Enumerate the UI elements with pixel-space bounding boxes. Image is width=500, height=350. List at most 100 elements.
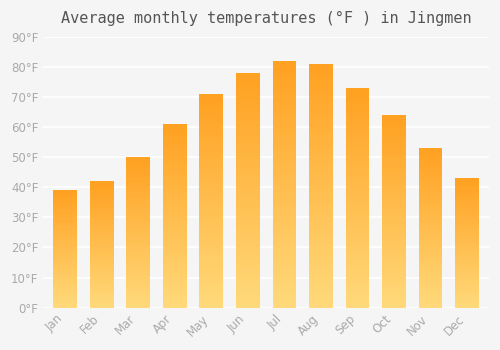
- Bar: [163, 172, 186, 174]
- Bar: [200, 160, 223, 162]
- Bar: [382, 296, 406, 298]
- Bar: [346, 141, 370, 143]
- Bar: [382, 117, 406, 119]
- Bar: [346, 255, 370, 257]
- Bar: [90, 253, 114, 254]
- Bar: [54, 297, 77, 298]
- Bar: [90, 215, 114, 217]
- Bar: [236, 125, 260, 127]
- Bar: [418, 263, 442, 265]
- Bar: [382, 179, 406, 181]
- Bar: [126, 299, 150, 300]
- Bar: [200, 103, 223, 105]
- Bar: [309, 103, 333, 105]
- Bar: [163, 243, 186, 245]
- Bar: [236, 197, 260, 200]
- Bar: [163, 234, 186, 236]
- Bar: [272, 123, 296, 125]
- Bar: [126, 274, 150, 276]
- Bar: [382, 146, 406, 148]
- Bar: [163, 232, 186, 234]
- Bar: [163, 289, 186, 291]
- Bar: [163, 251, 186, 253]
- Bar: [309, 210, 333, 212]
- Bar: [54, 220, 77, 221]
- Bar: [163, 247, 186, 249]
- Bar: [382, 231, 406, 232]
- Bar: [236, 183, 260, 186]
- Bar: [236, 76, 260, 78]
- Bar: [236, 186, 260, 188]
- Bar: [346, 292, 370, 294]
- Bar: [200, 275, 223, 278]
- Bar: [163, 166, 186, 168]
- Bar: [418, 163, 442, 164]
- Bar: [382, 190, 406, 192]
- Bar: [126, 208, 150, 210]
- Bar: [382, 213, 406, 215]
- Bar: [346, 130, 370, 132]
- Bar: [272, 206, 296, 209]
- Bar: [163, 299, 186, 300]
- Bar: [346, 125, 370, 128]
- Bar: [163, 130, 186, 132]
- Bar: [346, 202, 370, 204]
- Bar: [54, 248, 77, 249]
- Bar: [455, 269, 479, 270]
- Bar: [163, 152, 186, 154]
- Bar: [163, 157, 186, 159]
- Bar: [272, 216, 296, 219]
- Bar: [163, 284, 186, 286]
- Bar: [272, 103, 296, 105]
- Bar: [90, 205, 114, 206]
- Bar: [54, 304, 77, 305]
- Bar: [455, 205, 479, 207]
- Bar: [382, 123, 406, 125]
- Bar: [236, 120, 260, 122]
- Bar: [200, 271, 223, 273]
- Bar: [236, 258, 260, 261]
- Bar: [200, 280, 223, 282]
- Bar: [163, 282, 186, 284]
- Bar: [382, 300, 406, 302]
- Bar: [163, 271, 186, 273]
- Bar: [455, 187, 479, 189]
- Bar: [455, 287, 479, 288]
- Bar: [346, 297, 370, 299]
- Bar: [90, 200, 114, 202]
- Bar: [382, 304, 406, 306]
- Bar: [346, 106, 370, 108]
- Bar: [346, 198, 370, 200]
- Bar: [346, 119, 370, 121]
- Bar: [163, 154, 186, 155]
- Bar: [272, 303, 296, 305]
- Bar: [126, 222, 150, 223]
- Bar: [309, 110, 333, 113]
- Bar: [272, 105, 296, 108]
- Bar: [418, 277, 442, 279]
- Bar: [126, 243, 150, 244]
- Bar: [126, 288, 150, 289]
- Bar: [236, 97, 260, 99]
- Bar: [455, 244, 479, 246]
- Bar: [346, 101, 370, 104]
- Bar: [272, 234, 296, 236]
- Bar: [54, 290, 77, 291]
- Bar: [382, 163, 406, 165]
- Bar: [309, 188, 333, 191]
- Bar: [54, 252, 77, 254]
- Bar: [200, 171, 223, 173]
- Bar: [236, 237, 260, 240]
- Bar: [346, 226, 370, 229]
- Bar: [382, 252, 406, 254]
- Bar: [346, 110, 370, 112]
- Bar: [309, 156, 333, 159]
- Bar: [90, 237, 114, 238]
- Bar: [90, 204, 114, 205]
- Bar: [90, 224, 114, 225]
- Bar: [382, 286, 406, 288]
- Bar: [236, 188, 260, 190]
- Bar: [90, 210, 114, 212]
- Bar: [236, 261, 260, 263]
- Bar: [126, 175, 150, 177]
